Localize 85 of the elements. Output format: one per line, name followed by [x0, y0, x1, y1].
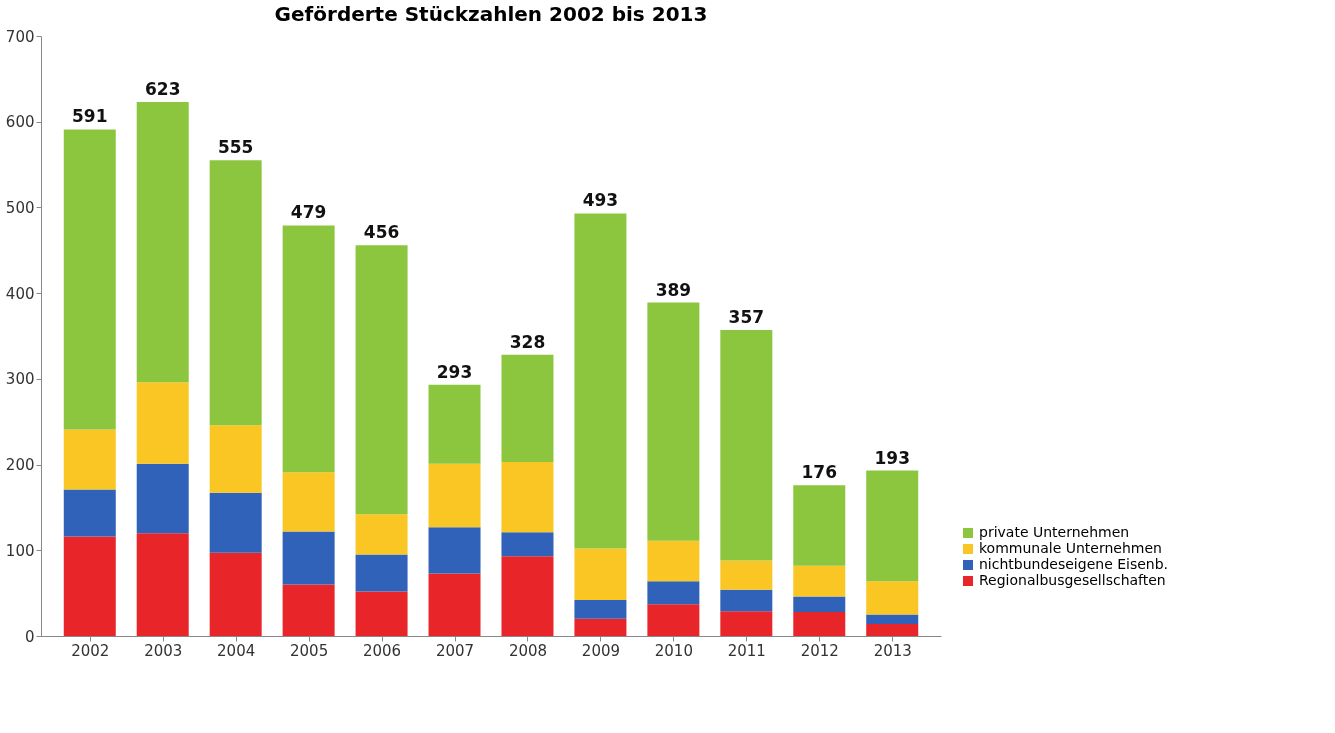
- bar: [136, 382, 189, 464]
- bar: [574, 213, 627, 549]
- bar: [501, 532, 554, 557]
- bar: [793, 612, 846, 636]
- x-tick-label: 2012: [800, 641, 839, 660]
- x-tick-label: 2011: [727, 641, 766, 660]
- x-tick-label: 2008: [508, 641, 548, 660]
- x-tick-label: 2010: [654, 641, 693, 660]
- bar: [793, 485, 846, 566]
- legend-label: nichtbundeseigene Eisenb.: [979, 556, 1169, 572]
- bar: [866, 470, 919, 582]
- bar: [428, 384, 481, 464]
- bar: [647, 581, 700, 605]
- x-tick-label: 2006: [362, 641, 402, 660]
- bar: [793, 565, 846, 597]
- bar: [428, 463, 481, 528]
- total-label: 555: [217, 137, 254, 158]
- bar: [501, 462, 554, 533]
- bar: [647, 540, 700, 582]
- bar: [209, 425, 262, 493]
- bar: [647, 302, 700, 541]
- bar: [647, 604, 700, 636]
- bar: [574, 600, 627, 619]
- bar: [866, 581, 919, 615]
- bar: [501, 556, 554, 636]
- y-tick-label: 600: [5, 113, 35, 132]
- x-tick-label: 2004: [217, 641, 256, 660]
- legend-label: private Unternehmen: [979, 524, 1130, 540]
- x-tick-label: 2009: [581, 641, 621, 660]
- bar: [720, 560, 773, 590]
- bar: [720, 330, 773, 561]
- bar: [866, 624, 919, 636]
- y-tick-label: 500: [5, 198, 35, 217]
- bar: [355, 591, 408, 636]
- total-label: 328: [509, 331, 546, 352]
- bar: [209, 160, 262, 426]
- x-tick-label: 2013: [873, 641, 912, 660]
- bar: [355, 245, 408, 515]
- y-tick-label: 0: [24, 627, 35, 646]
- bar: [574, 548, 627, 600]
- total-label: 293: [436, 361, 473, 382]
- bar: [63, 129, 116, 430]
- bar: [574, 618, 627, 636]
- total-label: 357: [728, 307, 765, 327]
- total-label: 389: [655, 279, 692, 300]
- x-tick-label: 2002: [71, 641, 110, 660]
- y-tick-label: 200: [5, 456, 35, 475]
- total-label: 193: [874, 447, 910, 468]
- bar: [501, 354, 554, 462]
- total-label: 623: [144, 79, 181, 99]
- x-tick-label: 2005: [290, 641, 329, 660]
- legend-label: Regionalbusgesellschaften: [979, 572, 1166, 588]
- y-tick-label: 300: [5, 370, 35, 389]
- bar: [282, 472, 335, 532]
- bar: [136, 463, 189, 534]
- bar: [866, 614, 919, 624]
- total-label: 591: [72, 106, 108, 127]
- bar: [209, 552, 262, 636]
- bar: [209, 492, 262, 553]
- bar: [136, 102, 189, 383]
- y-tick-label: 400: [5, 284, 35, 303]
- bar: [428, 573, 481, 636]
- x-tick-label: 2007: [435, 641, 475, 660]
- bar: [63, 489, 116, 537]
- total-label: 176: [801, 462, 838, 483]
- chart-title: Geförderte Stückzahlen 2002 bis 2013: [274, 2, 708, 26]
- bar: [355, 554, 408, 592]
- total-label: 493: [582, 190, 619, 211]
- x-tick-label: 2003: [144, 641, 183, 660]
- bar: [136, 533, 189, 636]
- y-tick-label: 700: [5, 27, 35, 46]
- bar: [282, 225, 335, 473]
- bar: [63, 536, 116, 636]
- y-tick-label: 100: [5, 541, 35, 560]
- bar: [282, 584, 335, 636]
- total-label: 479: [290, 202, 327, 223]
- bar: [793, 596, 846, 612]
- bar: [428, 527, 481, 574]
- legend-label: kommunale Unternehmen: [979, 540, 1162, 556]
- bar: [63, 429, 116, 490]
- bar: [720, 611, 773, 636]
- bar: [282, 531, 335, 585]
- bar: [720, 589, 773, 612]
- total-label: 456: [363, 222, 400, 243]
- bar: [355, 514, 408, 555]
